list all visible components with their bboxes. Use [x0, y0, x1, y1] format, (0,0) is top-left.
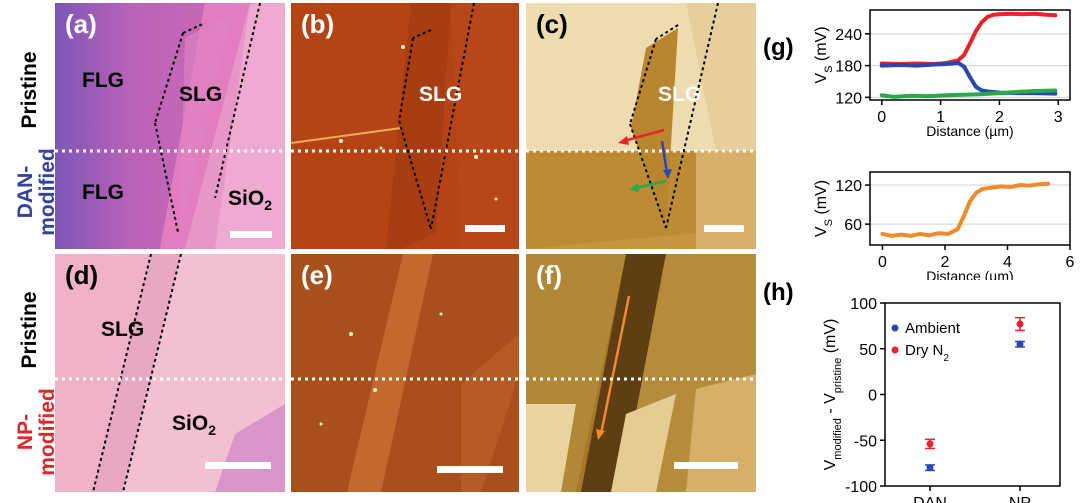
chart-g2-xtick-label-3: 6: [1066, 254, 1075, 271]
chart-h-ylabel-main: V: [822, 459, 839, 470]
chart-h-ylabel-sub1: modified: [832, 418, 844, 460]
panel-c-label: (c): [536, 9, 568, 39]
chart-g2-ytick-label-0: 60: [844, 217, 862, 234]
chart-h-point-0-1: [1016, 340, 1024, 348]
chart-h-point-0-0: [926, 464, 934, 472]
chart-g2-ylabel: VS (mV): [813, 180, 835, 237]
region-slg-c: SLG: [658, 83, 702, 106]
panel-f-label: (f): [536, 260, 562, 290]
chart-g1-ylabel-unit: (mV): [813, 26, 830, 65]
chart-h-ylabel-unit: (mV): [822, 319, 839, 358]
panel-b-afm-image: (b) SLG: [291, 3, 519, 249]
scale-bar-a: [230, 231, 272, 238]
chart-g2-xtick-label-1: 2: [941, 254, 950, 271]
chart-h-legend-sub-1: 2: [943, 353, 949, 364]
chart-h-ytick-label-1: -50: [854, 433, 877, 450]
chart-h: -100 -50 0 50 100 DAN NP Ambient Dry N2 Vmodified…: [790, 285, 1081, 503]
panel-e-label: (e): [301, 260, 333, 290]
chart-g1-axes-frame: [869, 9, 1071, 101]
chart-g1-series-line-2: [879, 88, 1058, 99]
scale-bar-d: [205, 462, 271, 469]
chart-g1-xlabel: Distance (µm): [926, 123, 1013, 139]
chart-g2-ylabel-sub: S: [823, 219, 835, 226]
region-slg-d: SLG: [101, 318, 145, 341]
chart-h-point-1-0: [926, 440, 934, 448]
panel-f-kpfm-image: (f): [526, 254, 756, 492]
region-slg-b: SLG: [419, 83, 463, 106]
row-label-np-modified: NP- modified: [14, 357, 59, 503]
chart-g2-axes-frame: [869, 171, 1071, 246]
chart-h-ylabel-sub2: pristine: [832, 358, 844, 393]
chart-g1-ylabel-sub: S: [823, 66, 835, 73]
chart-g-bottom: 0 2 4 6 60 120 Distance (µm) VS (mV): [790, 150, 1081, 284]
chart-h-legend-marker-0: [891, 324, 899, 332]
chart-g2-series-line-0: [880, 181, 1051, 238]
scale-bar-c: [704, 225, 744, 232]
region-sio2-a-text: SiO: [228, 187, 265, 210]
chart-g2-ylabel-main: V: [813, 226, 830, 237]
chart-g1-xtick-label-3: 3: [1054, 109, 1063, 126]
chart-g1-ytick-label-2: 240: [835, 27, 862, 44]
panel-e-afm-image: (e): [291, 254, 519, 492]
chart-h-legend-marker-1: [891, 346, 899, 354]
row-label-dan-line1: DAN-: [14, 165, 37, 219]
panel-c-kpfm-image: (c) SLG: [526, 3, 756, 249]
chart-g2-xtick-label-2: 4: [1003, 254, 1012, 271]
chart-g-top: 0 1 2 3 120 180 240 Distance (µm) VS (mV): [790, 0, 1081, 150]
chart-h-legend-name-0: Ambient: [905, 320, 961, 337]
chart-h-ytick-label-4: 100: [850, 296, 877, 313]
chart-h-ytick-label-0: -100: [845, 479, 877, 496]
region-sio2-d: SiO2: [172, 412, 216, 438]
region-slg-a: SLG: [179, 83, 223, 106]
chart-g1-xtick-label-1: 1: [936, 109, 945, 126]
scale-bar-b: [465, 225, 505, 232]
chart-h-category-label-1: NP: [1009, 495, 1031, 503]
chart-h-ylabel: Vmodified - Vpristine (mV): [822, 319, 844, 471]
chart-g2-xlabel: Distance (µm): [926, 268, 1013, 280]
chart-g1-ylabel-main: V: [813, 73, 830, 84]
chart-h-legend-name-1: Dry N: [905, 342, 943, 359]
panel-d-label: (d): [65, 260, 99, 290]
chart-g2-ylabel-unit: (mV): [813, 180, 830, 219]
row-label-np-line1: NP-: [14, 413, 37, 451]
chart-h-ytick-label-3: 50: [859, 342, 877, 359]
scale-bar-f: [674, 462, 738, 469]
panel-d-optical-image: (d) SLG SiO2: [55, 254, 285, 492]
region-sio2-a-sub: 2: [264, 197, 272, 214]
row-label-dan-modified: DAN- modified: [14, 117, 59, 267]
chart-h-point-1-1: [1016, 320, 1024, 328]
chart-h-category-label-0: DAN: [913, 495, 947, 503]
chart-g2-xtick-label-0: 0: [878, 254, 887, 271]
chart-g-label: (g): [763, 34, 794, 61]
chart-g1-series-line-0: [879, 11, 1058, 66]
region-sio2-d-sub: 2: [208, 422, 216, 439]
panel-b-label: (b): [301, 9, 335, 39]
chart-g1-xtick-label-2: 2: [995, 109, 1004, 126]
scale-bar-e: [437, 466, 503, 473]
panel-a-label: (a): [65, 9, 97, 39]
chart-g2-ytick-label-1: 120: [835, 178, 862, 195]
chart-g1-ytick-label-0: 120: [835, 90, 862, 107]
chart-h-legend-label-1: Dry N2: [905, 342, 949, 364]
chart-h-ytick-label-2: 0: [868, 388, 877, 405]
chart-g1-ylabel: VS (mV): [813, 26, 835, 83]
chart-g1-series-line-1: [879, 60, 1058, 96]
chart-g1-ytick-label-1: 180: [835, 59, 862, 76]
chart-h-label: (h): [763, 279, 794, 306]
panel-a-optical-image: (a) FLG SLG FLG SiO2: [55, 3, 285, 249]
region-sio2-d-text: SiO: [172, 412, 209, 435]
region-flg-pristine: FLG: [82, 69, 124, 92]
region-flg-modified: FLG: [82, 181, 124, 204]
chart-h-ylabel-mid: - V: [822, 393, 839, 418]
chart-g1-xtick-label-0: 0: [877, 109, 886, 126]
region-sio2-a: SiO2: [228, 187, 272, 213]
chart-h-legend-label-0: Ambient: [905, 320, 961, 337]
